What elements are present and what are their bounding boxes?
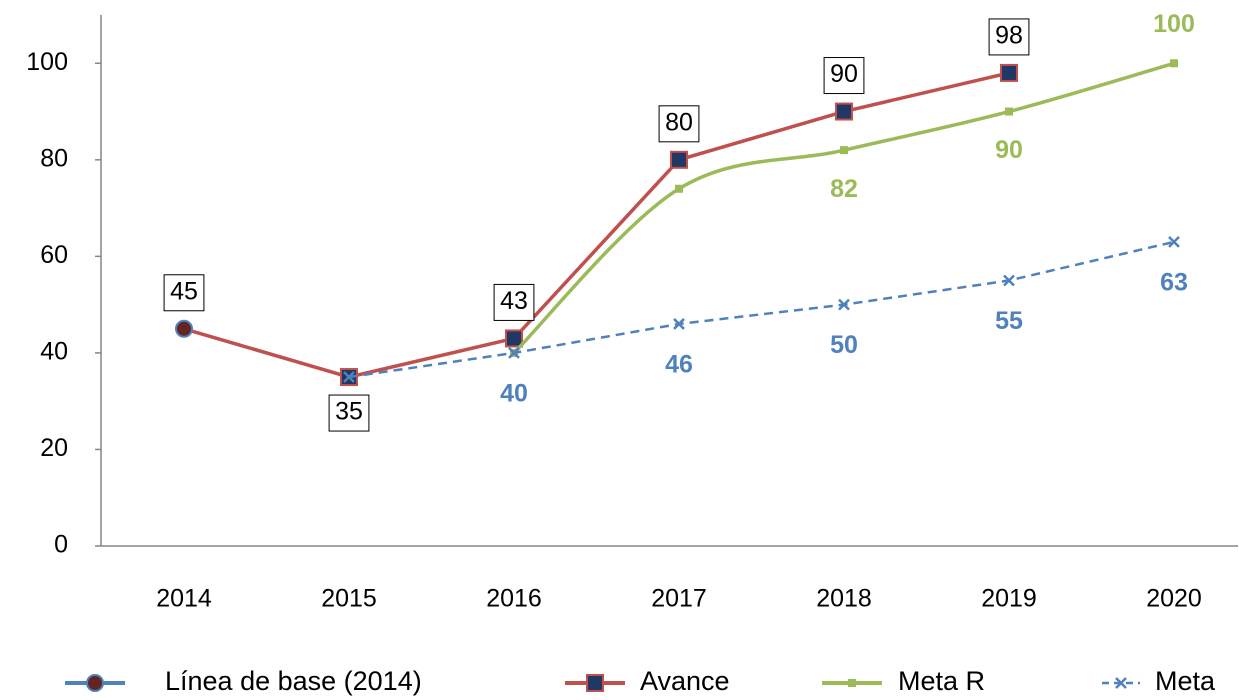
point-marker xyxy=(675,184,683,193)
data-label: 98 xyxy=(995,22,1023,50)
x-tick-label: 2015 xyxy=(321,585,377,613)
legend-label: Meta xyxy=(1155,666,1216,696)
y-tick-label: 80 xyxy=(40,144,68,172)
data-label-box xyxy=(163,274,205,312)
point-marker xyxy=(838,298,850,311)
x-tick-label: 2020 xyxy=(1146,585,1202,613)
point-marker xyxy=(343,371,355,383)
data-label-box xyxy=(823,57,865,95)
point-marker xyxy=(670,150,688,169)
series-line xyxy=(183,71,1010,379)
point-marker xyxy=(1000,63,1018,82)
x-tick-label: 2014 xyxy=(156,585,212,613)
y-tick-label: 20 xyxy=(40,434,68,462)
legend-label: Avance xyxy=(640,666,730,696)
legend-marker xyxy=(586,674,604,692)
point-marker xyxy=(175,319,193,338)
point-marker xyxy=(835,102,853,121)
point-marker xyxy=(1005,107,1013,116)
data-label: 43 xyxy=(500,287,528,315)
data-label: 90 xyxy=(995,136,1023,164)
y-tick-label: 0 xyxy=(54,531,68,559)
data-label-box xyxy=(988,18,1030,56)
data-label: 55 xyxy=(995,307,1023,335)
series-line xyxy=(348,240,1175,379)
x-tick-label: 2016 xyxy=(486,585,542,613)
x-tick-label: 2018 xyxy=(816,585,872,613)
legend-marker xyxy=(848,679,856,687)
data-label: 82 xyxy=(830,175,858,203)
data-label: 40 xyxy=(500,380,528,408)
point-marker xyxy=(508,347,520,359)
data-label: 46 xyxy=(665,351,693,379)
data-label-box xyxy=(493,283,535,321)
data-label: 50 xyxy=(830,331,858,359)
point-marker xyxy=(1170,59,1178,68)
legend-label: Línea de base (2014) xyxy=(165,666,422,696)
data-label-box xyxy=(328,394,370,432)
y-tick-label: 60 xyxy=(40,241,68,269)
point-marker xyxy=(1003,274,1015,287)
legend-label: Meta R xyxy=(898,666,985,696)
point-marker xyxy=(673,318,685,330)
legend-marker xyxy=(1115,677,1127,689)
data-label: 100 xyxy=(1153,10,1195,38)
point-marker xyxy=(1168,235,1180,248)
data-label: 80 xyxy=(665,108,693,136)
y-tick-label: 100 xyxy=(26,48,68,76)
x-tick-label: 2019 xyxy=(981,585,1037,613)
data-label: 35 xyxy=(335,398,363,426)
data-label-box xyxy=(658,105,700,143)
x-tick-label: 2017 xyxy=(651,585,707,613)
point-marker xyxy=(505,329,523,348)
data-label: 90 xyxy=(830,60,858,88)
legend-marker xyxy=(86,674,104,692)
data-label: 63 xyxy=(1160,268,1188,296)
point-marker xyxy=(840,146,848,155)
y-tick-label: 40 xyxy=(40,338,68,366)
data-label: 45 xyxy=(170,277,198,305)
